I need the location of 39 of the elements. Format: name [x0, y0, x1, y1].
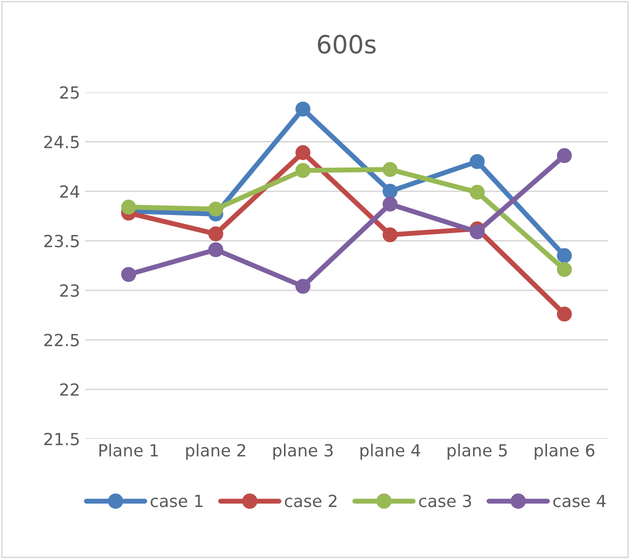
point: [208, 202, 224, 217]
x-tick-label: plane 4: [360, 444, 420, 460]
point: [382, 196, 398, 212]
legend-label: case 2: [284, 494, 336, 508]
y-tick-label: 24: [60, 185, 80, 198]
point: [382, 184, 398, 199]
point: [470, 154, 485, 170]
legend-label: case 3: [419, 494, 472, 508]
point: [556, 306, 572, 322]
y-tick-label: 23: [60, 284, 79, 297]
x-tick-label: plane 2: [186, 444, 246, 460]
x-tick-label: plane 6: [534, 444, 594, 460]
y-tick-label: 25: [60, 86, 79, 99]
point: [382, 162, 398, 177]
y-tick-label: 22.5: [44, 334, 79, 346]
x-tick-label: Plane 1: [99, 444, 158, 457]
point: [208, 226, 224, 242]
y-tick-label: 21.5: [44, 432, 79, 446]
x-tick-label: plane 5: [448, 444, 507, 460]
point: [121, 266, 136, 282]
point: [295, 163, 310, 178]
chart-title: 600s: [318, 34, 376, 54]
legend-label: case 1: [150, 494, 202, 508]
legend-label: case 4: [553, 494, 606, 508]
point: [295, 278, 310, 294]
y-tick-label: 23.5: [44, 234, 79, 248]
point: [295, 102, 310, 117]
point: [121, 200, 136, 215]
point: [556, 262, 572, 277]
point: [556, 248, 572, 264]
x-tick-label: plane 3: [273, 444, 333, 460]
point: [382, 227, 398, 242]
point: [295, 145, 310, 160]
point: [470, 184, 485, 200]
point: [556, 148, 572, 164]
point: [470, 224, 485, 240]
y-tick-label: 24.5: [44, 136, 79, 148]
y-tick-label: 22: [60, 383, 79, 396]
point: [208, 242, 224, 258]
